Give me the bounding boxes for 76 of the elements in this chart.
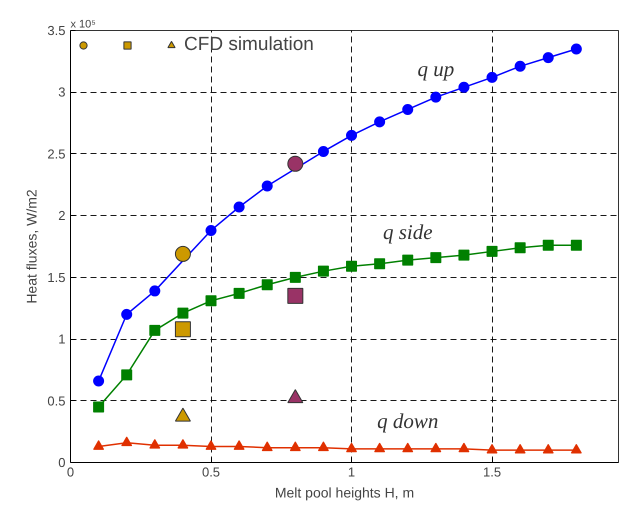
point <box>206 295 217 306</box>
y-tick-label: 3 <box>58 84 66 100</box>
point <box>318 146 329 157</box>
point <box>121 369 132 380</box>
point <box>542 52 554 64</box>
point <box>174 408 191 422</box>
point <box>402 442 414 452</box>
point <box>374 258 386 270</box>
point <box>262 180 273 192</box>
y-tick-label: 3.5 <box>47 23 66 38</box>
point <box>486 72 498 83</box>
point <box>570 444 582 454</box>
point <box>121 308 132 320</box>
point <box>121 436 132 446</box>
series-label: q side <box>382 220 433 244</box>
x-tick-label: 1.5 <box>483 464 502 480</box>
point <box>262 441 273 452</box>
point <box>374 442 386 452</box>
y-axis-title: Heat fluxes, W/m2 <box>23 189 40 304</box>
point <box>458 82 470 93</box>
point <box>458 250 470 261</box>
legend-label: CFD simulation <box>184 34 314 56</box>
point <box>514 60 526 72</box>
point <box>177 308 188 319</box>
point <box>402 104 414 115</box>
point <box>93 401 104 412</box>
point <box>206 440 217 450</box>
point <box>542 444 554 454</box>
point <box>318 266 329 277</box>
point <box>234 440 245 450</box>
point <box>542 240 554 251</box>
point <box>486 444 498 454</box>
y-tick-label: 1.5 <box>47 270 66 285</box>
point <box>458 442 470 452</box>
x-tick-label: 0.5 <box>202 464 220 480</box>
point <box>430 442 442 452</box>
point <box>287 288 304 304</box>
x-axis-title: Melt pool heights H, m <box>274 484 414 500</box>
y-tick-label: 2.5 <box>47 146 66 162</box>
point <box>287 156 304 172</box>
point <box>93 376 104 387</box>
point <box>93 440 104 450</box>
point <box>149 285 160 296</box>
point <box>177 438 188 449</box>
y-tick-label: 2 <box>58 208 66 224</box>
y-tick-label: 1 <box>58 332 66 347</box>
point <box>402 254 414 266</box>
point <box>149 324 160 336</box>
point <box>234 202 245 212</box>
y-tick-label: 0.5 <box>47 393 66 408</box>
point <box>570 44 582 55</box>
point <box>290 441 301 452</box>
point <box>290 272 301 283</box>
point <box>174 246 191 262</box>
point <box>234 288 245 299</box>
point <box>149 438 160 449</box>
series-label: q down <box>377 408 438 433</box>
point <box>430 252 442 264</box>
point <box>430 92 442 103</box>
annotation: x 10⁵ <box>70 18 96 30</box>
point <box>514 444 526 454</box>
series-label: q up <box>417 57 454 82</box>
y-tick-label: 0 <box>58 455 66 470</box>
point <box>346 442 358 452</box>
x-tick-label: 1 <box>348 464 356 480</box>
point <box>570 240 582 251</box>
point <box>174 321 191 338</box>
point <box>374 116 386 128</box>
point <box>346 260 358 272</box>
point <box>287 389 304 404</box>
point <box>206 224 217 236</box>
point <box>486 246 498 257</box>
point <box>318 441 329 452</box>
point <box>262 279 273 290</box>
point <box>514 242 526 254</box>
point <box>346 130 358 141</box>
